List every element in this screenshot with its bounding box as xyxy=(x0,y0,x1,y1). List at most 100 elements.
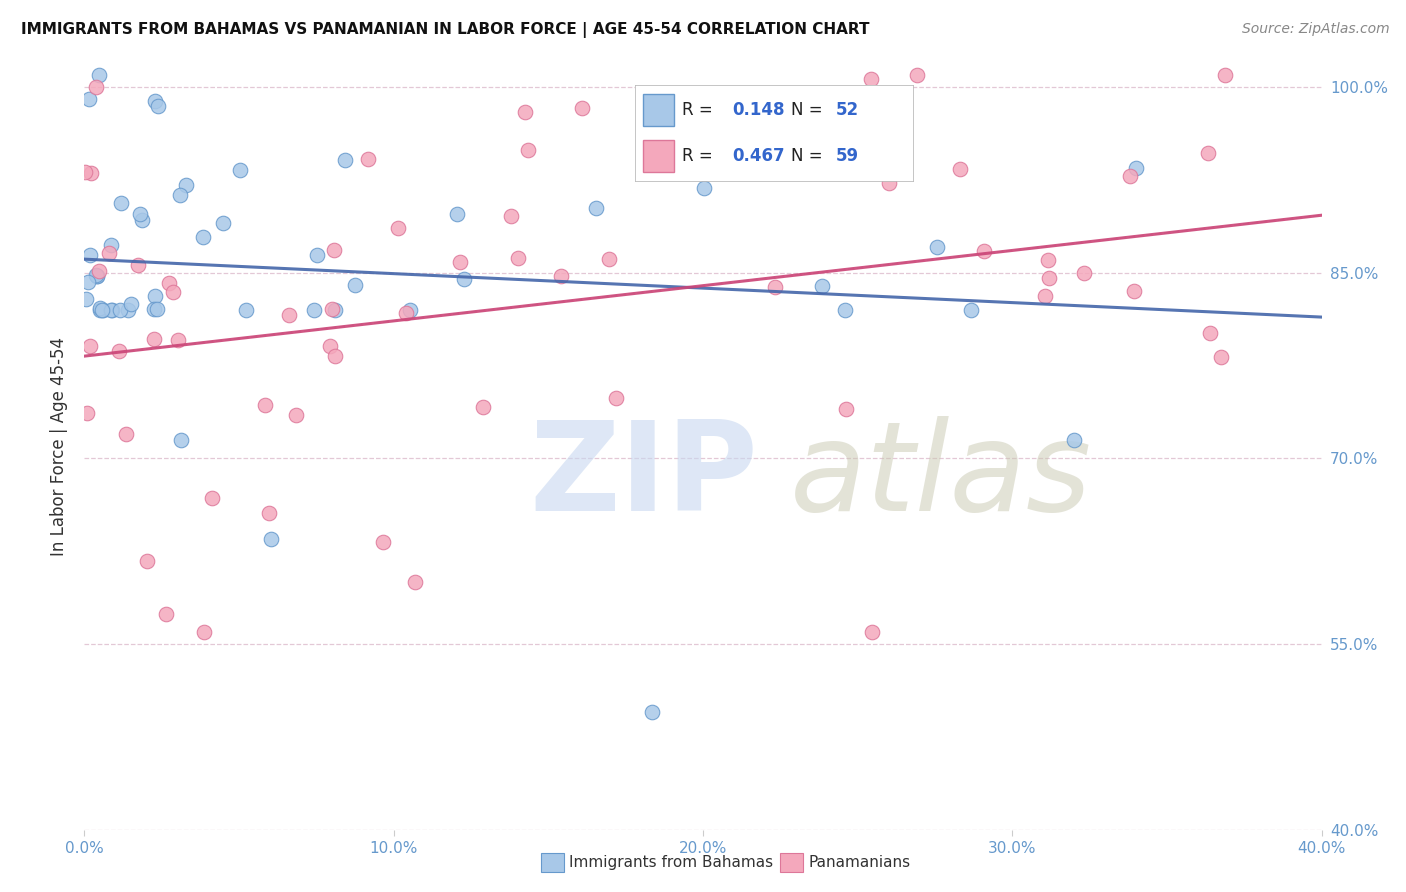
Point xyxy=(571,101,593,115)
Point xyxy=(89,302,111,317)
Point xyxy=(253,398,276,412)
Point xyxy=(585,201,607,215)
Point xyxy=(143,94,166,108)
Y-axis label: In Labor Force | Age 45-54: In Labor Force | Age 45-54 xyxy=(51,336,69,556)
Point xyxy=(235,302,257,317)
Point xyxy=(1035,289,1057,303)
Point xyxy=(859,71,882,86)
Point xyxy=(201,491,224,505)
Point xyxy=(471,401,494,415)
Point xyxy=(860,624,883,639)
Point xyxy=(142,333,165,347)
Point xyxy=(877,176,900,190)
Point xyxy=(395,306,418,320)
Point xyxy=(277,309,299,323)
Point xyxy=(117,302,139,317)
Point xyxy=(259,506,281,520)
Text: IMMIGRANTS FROM BAHAMAS VS PANAMANIAN IN LABOR FORCE | AGE 45-54 CORRELATION CHA: IMMIGRANTS FROM BAHAMAS VS PANAMANIAN IN… xyxy=(21,22,869,38)
Point xyxy=(399,302,422,317)
Point xyxy=(260,532,283,546)
Point xyxy=(193,625,215,640)
Point xyxy=(319,339,342,353)
Point xyxy=(84,268,107,282)
Point xyxy=(1063,433,1085,447)
Point xyxy=(605,391,627,405)
Point xyxy=(115,426,138,441)
Point xyxy=(170,433,193,447)
Point xyxy=(1213,68,1236,82)
Point xyxy=(1123,284,1146,298)
Point xyxy=(387,221,409,235)
Point xyxy=(323,349,346,363)
Point xyxy=(193,229,215,244)
Point xyxy=(77,275,100,289)
Point xyxy=(1125,161,1147,175)
Point xyxy=(284,408,307,422)
Point xyxy=(211,216,233,230)
Point xyxy=(598,252,620,267)
Point xyxy=(87,264,110,278)
Point xyxy=(1038,270,1060,285)
Point xyxy=(550,269,572,284)
Point xyxy=(101,302,124,317)
Point xyxy=(135,554,157,568)
Point xyxy=(811,279,834,293)
Point xyxy=(344,278,367,293)
Point xyxy=(927,240,949,254)
Point xyxy=(1073,266,1095,280)
Text: atlas: atlas xyxy=(790,417,1091,537)
Point xyxy=(110,196,132,211)
Point xyxy=(960,302,983,317)
Point xyxy=(404,575,426,590)
Point xyxy=(905,68,928,82)
Point xyxy=(86,80,108,95)
Point xyxy=(91,302,114,317)
Point xyxy=(86,268,108,283)
Point xyxy=(127,258,149,272)
Text: Panamanians: Panamanians xyxy=(808,855,911,870)
Point xyxy=(108,302,131,317)
Point xyxy=(129,207,152,221)
Point xyxy=(146,99,169,113)
Point xyxy=(666,112,689,127)
Text: Immigrants from Bahamas: Immigrants from Bahamas xyxy=(569,855,773,870)
Point xyxy=(1211,350,1233,364)
Point xyxy=(131,212,153,227)
Point xyxy=(157,277,180,291)
Point xyxy=(307,248,329,262)
Text: Source: ZipAtlas.com: Source: ZipAtlas.com xyxy=(1241,22,1389,37)
Point xyxy=(834,302,856,317)
Point xyxy=(835,401,858,416)
Point xyxy=(145,301,167,316)
Point xyxy=(229,163,252,178)
Point xyxy=(973,244,995,258)
Point xyxy=(949,162,972,177)
Point xyxy=(89,301,111,315)
Point xyxy=(120,297,142,311)
Point xyxy=(155,607,177,621)
Point xyxy=(75,165,97,179)
Point xyxy=(321,301,343,316)
Point xyxy=(79,338,101,352)
Point xyxy=(1197,145,1219,160)
Point xyxy=(80,166,103,180)
Point xyxy=(1199,326,1222,341)
Point xyxy=(1119,169,1142,184)
Point xyxy=(142,301,165,316)
Point xyxy=(87,68,110,82)
Point xyxy=(453,272,475,286)
Point xyxy=(517,143,540,157)
Point xyxy=(323,302,346,317)
Point xyxy=(640,705,662,719)
Point xyxy=(79,247,101,261)
Point xyxy=(693,181,716,195)
Point xyxy=(765,280,787,294)
Point xyxy=(174,178,197,192)
Point xyxy=(145,289,167,303)
Point xyxy=(1038,252,1060,267)
Point xyxy=(323,243,346,257)
Point xyxy=(371,535,394,549)
Point xyxy=(75,292,97,306)
Point xyxy=(356,152,378,166)
Point xyxy=(77,92,100,106)
